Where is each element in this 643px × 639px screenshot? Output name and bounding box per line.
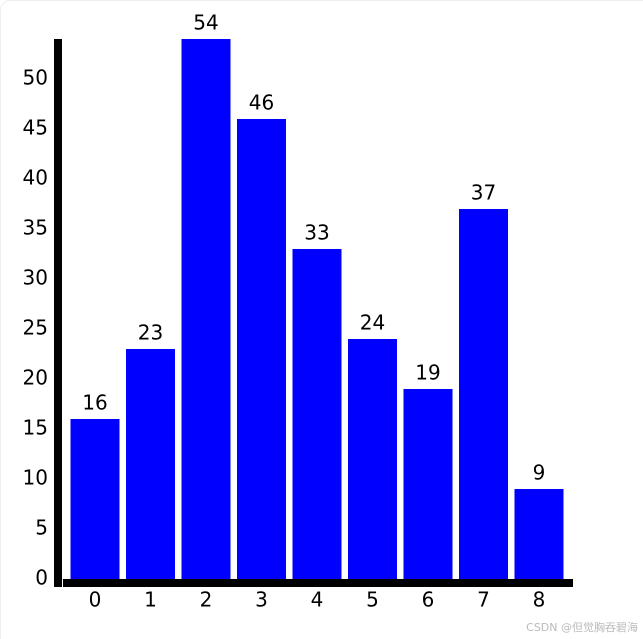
y-tick-label: 5 [35,516,48,540]
y-tick-label: 40 [23,166,48,190]
y-tick-label: 30 [23,266,48,290]
x-tick-label: 4 [311,588,324,612]
x-tick-label: 5 [366,588,379,612]
data-label: 23 [138,321,163,345]
bar [126,349,175,579]
bar [292,249,342,579]
x-tick-label: 8 [533,588,546,612]
data-label: 9 [533,461,546,485]
x-tick-label: 3 [255,588,268,612]
data-label: 16 [82,391,107,415]
y-tick-label: 45 [23,116,48,140]
bar [70,419,120,579]
x-tick-label: 7 [477,588,490,612]
watermark: CSDN @但觉胸吞碧海 [526,620,638,634]
bar [459,209,508,579]
y-tick-label: 25 [23,316,48,340]
bar [514,489,564,579]
data-label: 37 [471,181,496,205]
x-tick-label: 1 [144,588,157,612]
y-tick-label: 15 [23,416,48,440]
x-tick-label: 2 [200,588,213,612]
data-label: 33 [304,221,329,245]
y-tick-label: 10 [23,466,48,490]
y-tick-label: 0 [35,566,48,590]
data-label: 46 [249,91,274,115]
bar [237,119,286,579]
y-tick-label: 20 [23,366,48,390]
x-tick-label: 0 [89,588,102,612]
bar [181,39,231,579]
data-label: 54 [193,11,218,35]
x-tick-label: 6 [422,588,435,612]
y-tick-label: 50 [23,66,48,90]
data-label: 19 [415,361,440,385]
data-label: 24 [360,311,385,335]
bar [403,389,453,579]
bar [348,339,397,579]
y-tick-label: 35 [23,216,48,240]
